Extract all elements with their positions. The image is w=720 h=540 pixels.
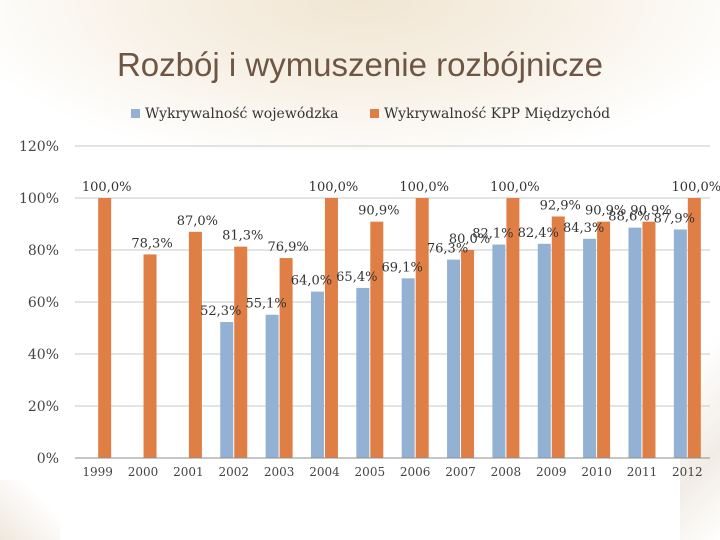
data-label-series-2-1999: 100,0% xyxy=(82,180,132,195)
bar-series-2-2002 xyxy=(234,247,247,458)
x-tick-label: 2003 xyxy=(264,465,295,479)
chart-bars xyxy=(98,198,701,458)
data-label-series-2-2009: 92,9% xyxy=(540,198,581,213)
bar-series-2-2005 xyxy=(370,222,383,458)
x-tick-label: 2010 xyxy=(581,465,612,479)
y-tick-label: 60% xyxy=(28,295,59,311)
bar-series-1-2008 xyxy=(492,245,505,458)
data-label-series-2-2003: 76,9% xyxy=(267,240,308,255)
chart-gridlines xyxy=(75,146,710,406)
bar-series-2-1999 xyxy=(98,198,111,458)
x-tick-label: 2004 xyxy=(309,465,340,479)
data-label-series-1-2002: 52,3% xyxy=(200,304,241,319)
legend-label-series-2: Wykrywalność KPP Międzychód xyxy=(384,106,610,122)
bar-series-2-2011 xyxy=(642,222,655,458)
data-label-series-2-2012: 100,0% xyxy=(672,180,720,195)
x-tick-label: 2000 xyxy=(128,465,159,479)
data-label-series-2-2000: 78,3% xyxy=(131,236,172,251)
data-label-series-1-2010: 84,3% xyxy=(563,221,604,236)
data-label-series-2-2008: 100,0% xyxy=(490,180,540,195)
bar-series-2-2004 xyxy=(325,198,338,458)
bar-series-1-2005 xyxy=(356,288,369,458)
data-label-series-2-2002: 81,3% xyxy=(222,229,263,244)
data-label-series-1-2012: 87,9% xyxy=(654,211,695,226)
data-label-series-1-2004: 64,0% xyxy=(291,274,332,289)
bar-series-1-2012 xyxy=(674,229,687,458)
legend-swatch-series-1 xyxy=(131,109,140,118)
data-label-series-1-2006: 69,1% xyxy=(382,260,423,275)
bar-series-2-2012 xyxy=(688,198,701,458)
data-label-series-2-2004: 100,0% xyxy=(309,180,359,195)
y-tick-label: 120% xyxy=(19,139,59,155)
bar-series-1-2003 xyxy=(266,315,279,458)
y-axis-tick-labels: 0% 20% 40% 60% 80% 100% 120% xyxy=(19,139,59,467)
y-tick-label: 100% xyxy=(19,191,59,207)
bar-series-1-2009 xyxy=(538,244,551,458)
data-label-series-1-2009: 82,4% xyxy=(518,226,559,241)
x-tick-label: 1999 xyxy=(82,465,113,479)
x-tick-label: 2009 xyxy=(536,465,567,479)
x-tick-label: 2005 xyxy=(355,465,386,479)
bar-series-1-2004 xyxy=(311,292,324,458)
x-tick-label: 2008 xyxy=(491,465,522,479)
data-label-series-1-2008: 82,1% xyxy=(472,227,513,242)
bar-series-2-2000 xyxy=(144,254,157,458)
data-label-series-2-2001: 87,0% xyxy=(177,214,218,229)
bar-series-1-2011 xyxy=(628,228,641,458)
x-axis-tick-labels: 1999 2000 2001 2002 2003 2004 2005 2006 2007 2008… xyxy=(82,465,702,479)
x-tick-label: 2001 xyxy=(173,465,204,479)
legend-swatch-series-2 xyxy=(370,109,379,118)
bar-series-1-2007 xyxy=(447,260,460,458)
x-tick-label: 2011 xyxy=(627,465,658,479)
x-tick-label: 2002 xyxy=(218,465,249,479)
bar-series-2-2009 xyxy=(552,216,565,458)
bar-series-2-2001 xyxy=(189,232,202,458)
y-tick-label: 0% xyxy=(37,451,59,467)
bar-series-1-2010 xyxy=(583,239,596,458)
data-label-series-1-2005: 65,4% xyxy=(336,270,377,285)
chart-legend: Wykrywalność wojewódzka Wykrywalność KPP… xyxy=(131,106,610,122)
data-label-series-2-2005: 90,9% xyxy=(358,204,399,219)
y-tick-label: 40% xyxy=(28,347,59,363)
y-tick-label: 20% xyxy=(28,399,59,415)
data-label-series-1-2003: 55,1% xyxy=(245,297,286,312)
bar-series-2-2006 xyxy=(416,198,429,458)
y-tick-label: 80% xyxy=(28,243,59,259)
data-label-series-2-2006: 100,0% xyxy=(399,180,449,195)
legend-label-series-1: Wykrywalność wojewódzka xyxy=(145,106,338,122)
x-tick-label: 2006 xyxy=(400,465,431,479)
x-tick-label: 2007 xyxy=(445,465,476,479)
bar-series-1-2006 xyxy=(402,278,415,458)
x-tick-label: 2012 xyxy=(672,465,703,479)
bar-series-2-2010 xyxy=(597,222,610,458)
bar-series-2-2007 xyxy=(461,250,474,458)
bar-series-1-2002 xyxy=(220,322,233,458)
